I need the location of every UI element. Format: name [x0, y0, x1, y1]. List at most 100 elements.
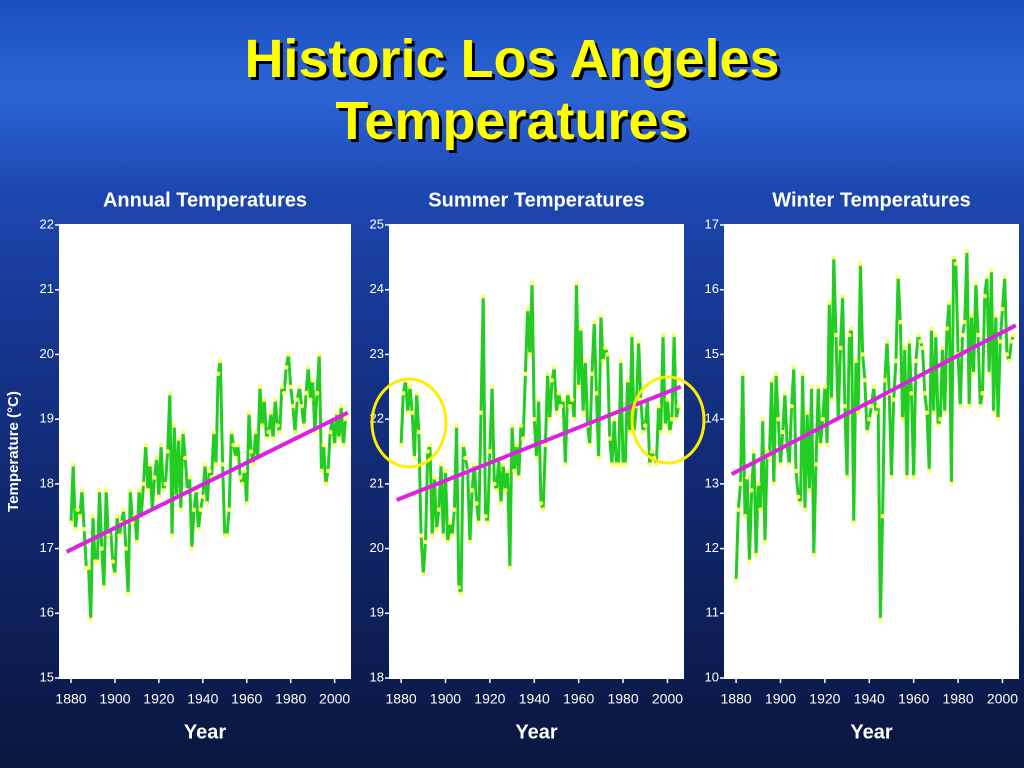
data-point	[310, 378, 315, 383]
data-point	[851, 520, 856, 525]
y-tick-label: 16	[705, 281, 719, 296]
data-point	[984, 274, 990, 279]
data-point	[674, 416, 679, 422]
data-point	[257, 384, 263, 389]
data-point	[145, 488, 151, 493]
data-point	[297, 384, 302, 389]
data-point	[871, 384, 876, 389]
data-point	[918, 339, 923, 344]
data-point	[299, 404, 304, 409]
data-point	[474, 501, 479, 506]
data-point	[643, 423, 648, 428]
data-point	[487, 449, 493, 454]
data-point	[543, 442, 548, 448]
data-point	[463, 455, 468, 461]
data-point	[229, 429, 234, 435]
data-point	[583, 358, 588, 364]
data-point	[264, 436, 269, 441]
data-point	[862, 378, 868, 383]
data-point	[563, 462, 568, 467]
data-point	[169, 533, 175, 538]
data-point	[416, 429, 422, 435]
data-point	[915, 332, 921, 338]
data-point	[529, 281, 535, 286]
data-point	[1011, 332, 1016, 338]
data-point	[656, 404, 661, 409]
y-tick-label: 18	[40, 475, 54, 490]
data-point	[494, 488, 499, 493]
y-tick-label: 16	[40, 605, 54, 620]
data-point	[414, 391, 419, 396]
data-point	[558, 404, 564, 409]
data-point	[323, 481, 329, 487]
data-point	[77, 514, 82, 519]
data-point	[744, 475, 750, 480]
x-tick-label: 1980	[942, 691, 973, 707]
data-point	[804, 410, 810, 415]
data-point	[198, 507, 203, 512]
data-point	[893, 358, 899, 364]
data-point	[907, 339, 912, 344]
data-point	[509, 423, 515, 428]
y-tick-label: 11	[706, 605, 720, 620]
x-tick-label: 1880	[55, 691, 86, 707]
data-point	[738, 481, 743, 487]
data-point	[527, 352, 533, 357]
x-tick-label: 1940	[854, 691, 885, 707]
data-point	[117, 533, 122, 538]
data-point	[143, 442, 148, 448]
data-point	[101, 585, 107, 590]
data-point	[578, 326, 584, 331]
data-point	[262, 397, 267, 402]
data-point	[158, 442, 164, 448]
data-point	[623, 462, 628, 467]
x-tick-label: 1960	[898, 691, 929, 707]
data-point	[840, 293, 845, 299]
data-point	[576, 384, 581, 389]
data-point	[1006, 358, 1012, 364]
data-point	[838, 345, 843, 351]
data-point	[275, 423, 280, 428]
x-tick-label: 1880	[721, 691, 752, 707]
y-tick-label: 23	[370, 346, 384, 361]
data-point	[68, 520, 74, 525]
data-point	[625, 378, 630, 383]
y-tick-label: 20	[370, 540, 384, 555]
data-point	[485, 520, 490, 525]
data-point	[671, 332, 677, 338]
data-point	[319, 468, 324, 474]
data-point	[114, 514, 120, 519]
data-point	[849, 326, 854, 331]
data-point	[398, 442, 404, 448]
x-tick-label: 1900	[99, 691, 130, 707]
data-point	[176, 436, 181, 441]
data-point	[740, 371, 745, 377]
data-point	[858, 261, 863, 267]
data-point	[163, 481, 168, 487]
x-tick-label: 1900	[765, 691, 796, 707]
data-point	[940, 345, 945, 351]
data-point	[822, 384, 828, 389]
chart-title: Annual Temperatures	[103, 189, 307, 211]
y-tick-label: 14	[705, 411, 719, 426]
data-point	[106, 533, 111, 538]
data-point	[336, 436, 342, 441]
data-point	[412, 455, 417, 461]
data-point	[962, 319, 967, 325]
data-point	[295, 397, 300, 402]
data-point	[429, 533, 435, 538]
chart-title: Summer Temperatures	[428, 189, 644, 211]
data-point	[964, 248, 970, 254]
data-point	[281, 391, 287, 396]
data-point	[332, 442, 337, 448]
data-point	[161, 488, 166, 493]
data-point	[233, 455, 238, 461]
data-point	[629, 332, 635, 338]
data-point	[231, 442, 236, 448]
data-point	[224, 533, 230, 538]
data-point	[454, 423, 459, 428]
x-tick-label: 1920	[143, 691, 174, 707]
y-tick-label: 12	[705, 540, 719, 555]
data-point	[505, 468, 510, 474]
